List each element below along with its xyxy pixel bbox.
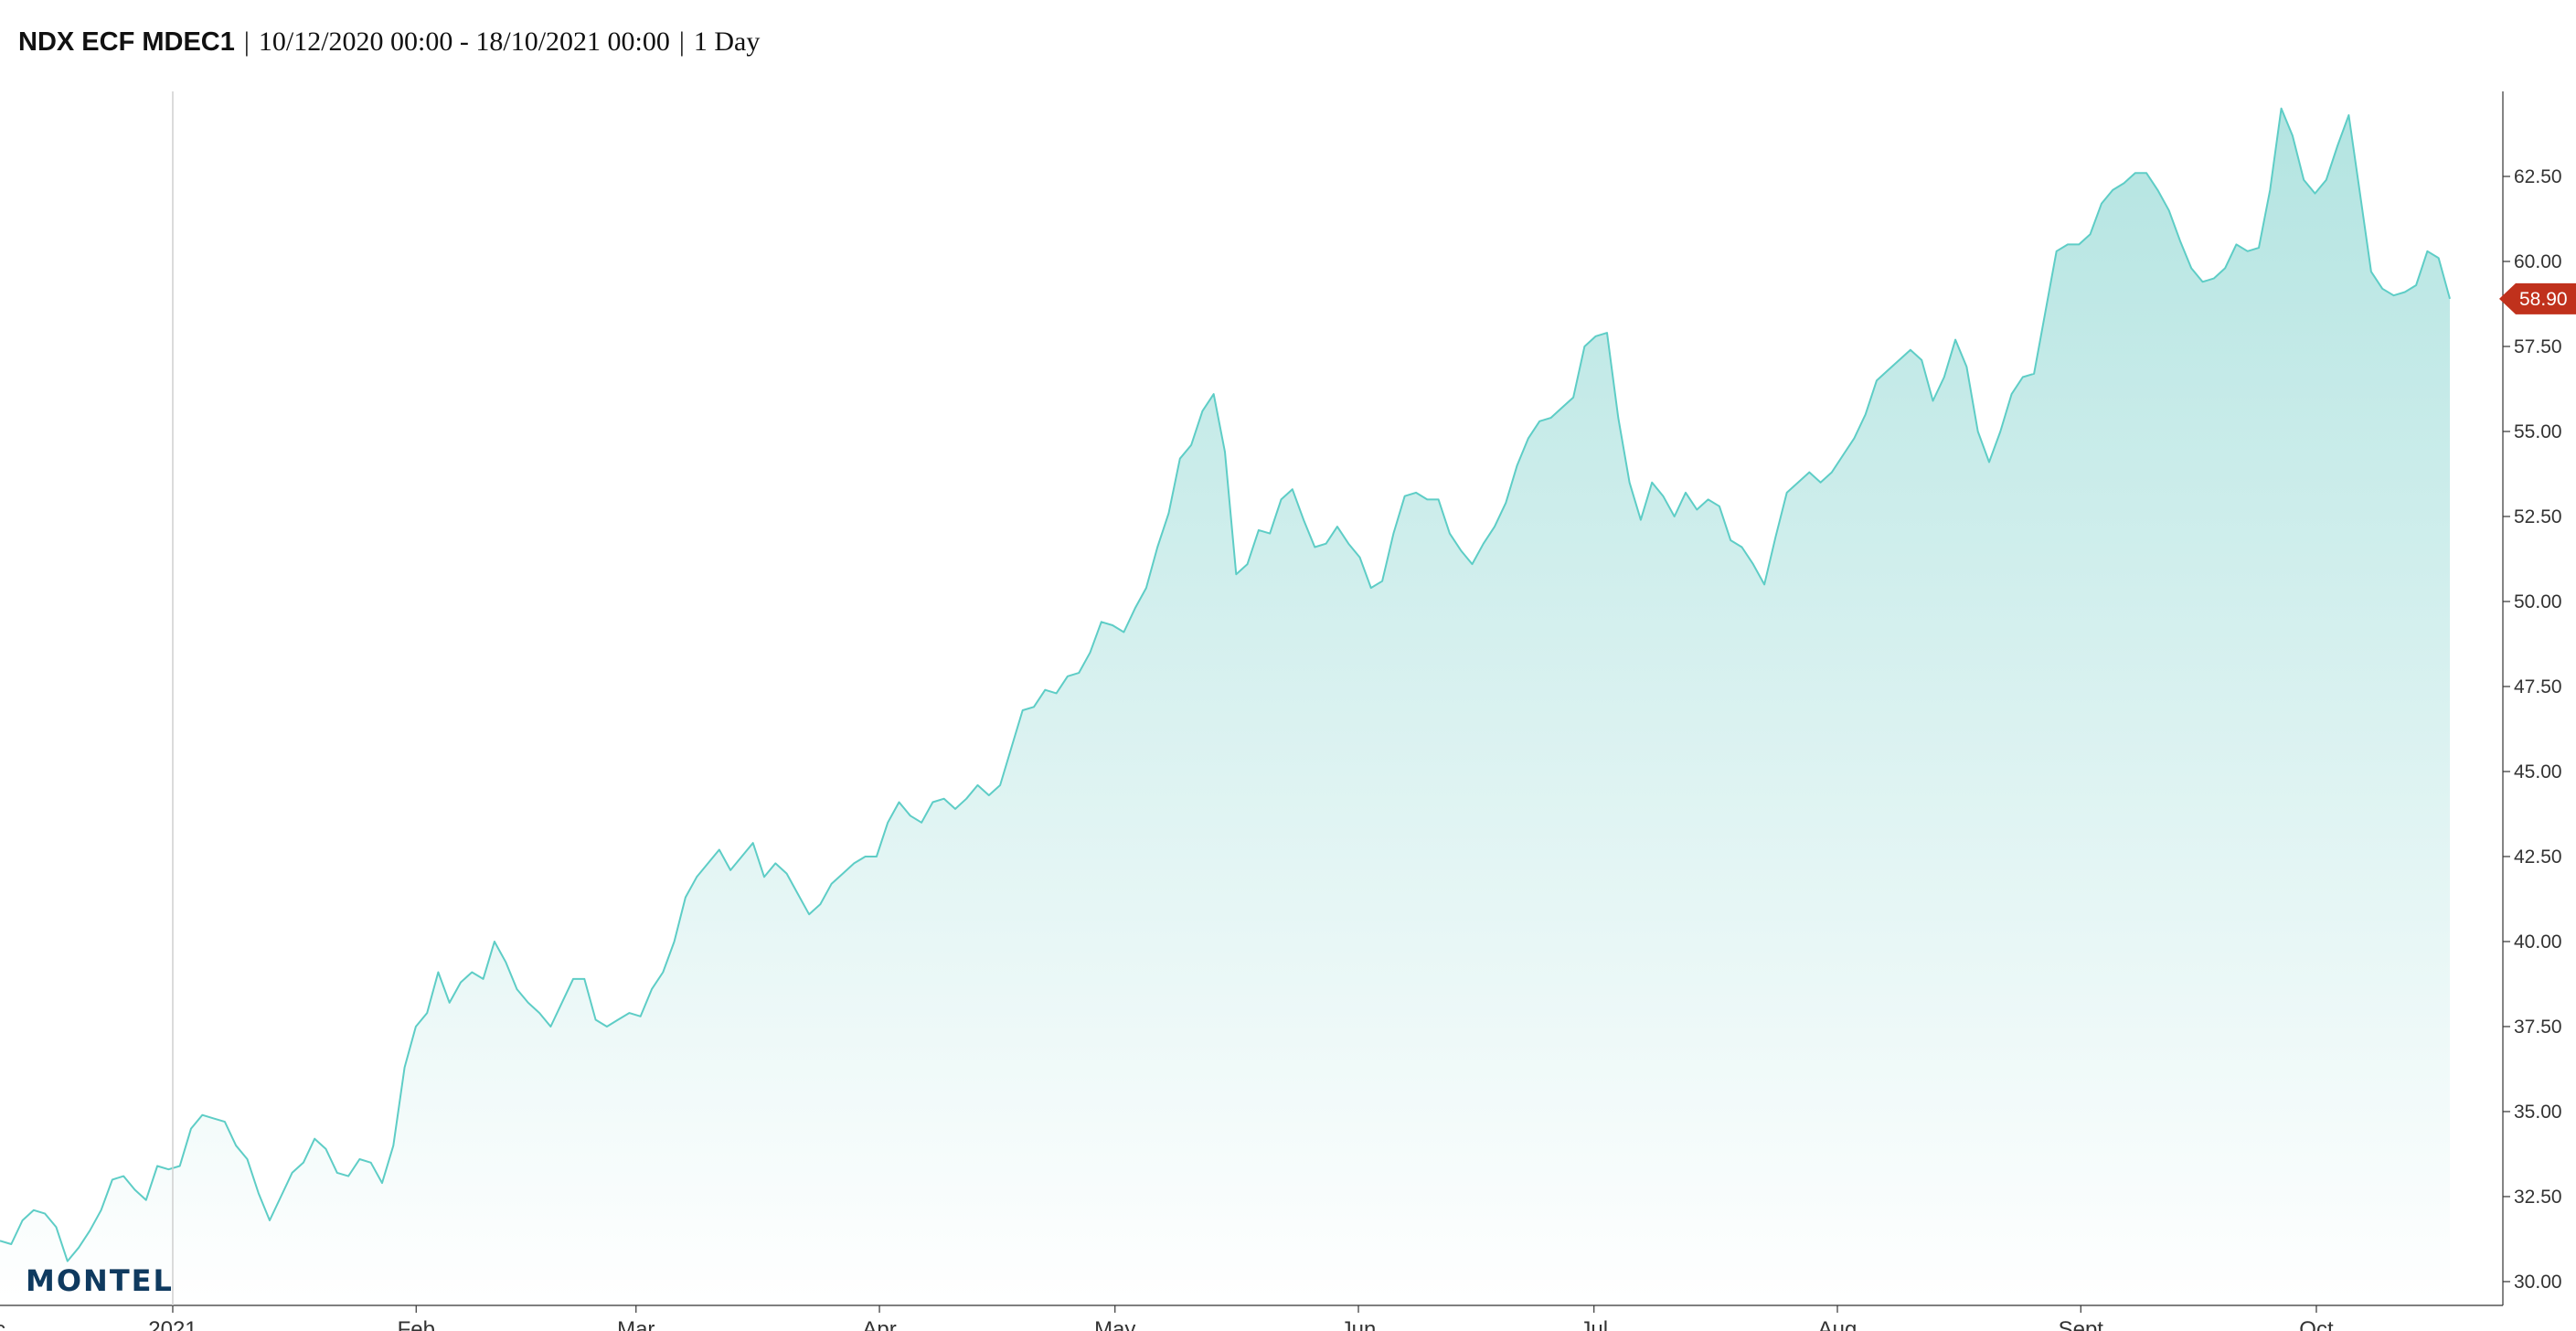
y-tick-label: 45.00 — [2514, 761, 2562, 783]
y-tick-label: 47.50 — [2514, 676, 2562, 697]
x-tick-label: May — [1094, 1317, 1135, 1331]
date-range: 10/12/2020 00:00 - 18/10/2021 00:00 — [258, 27, 670, 57]
x-tick-label: Sept — [2059, 1317, 2104, 1331]
y-tick-label: 50.00 — [2514, 591, 2562, 612]
x-tick-label: Jun — [1341, 1317, 1377, 1331]
x-tick-label: 2021 — [148, 1317, 197, 1331]
price-tag-shape — [2499, 282, 2576, 314]
header-separator-2: | — [678, 27, 685, 57]
x-tick-label: Feb — [398, 1317, 435, 1331]
y-tick-label: 42.50 — [2514, 847, 2562, 868]
series-line[interactable] — [0, 107, 2451, 1262]
x-tick-label: Mar — [617, 1317, 655, 1331]
x-tick-label: c — [0, 1317, 5, 1331]
price-tag-label: 58.90 — [2519, 289, 2568, 310]
interval-label: 1 Day — [693, 27, 761, 57]
header-separator-1: | — [243, 27, 250, 57]
x-tick-label: Apr — [862, 1317, 896, 1331]
x-tick-label: Oct — [2299, 1317, 2334, 1331]
y-tick-label: 37.50 — [2514, 1017, 2562, 1038]
area-fill — [0, 108, 2450, 1306]
x-tick-label: Jul — [1580, 1317, 1608, 1331]
last-price-tag: 58.90 — [2499, 282, 2576, 314]
y-tick-label: 40.00 — [2514, 932, 2562, 953]
x-tick-label: Aug — [1818, 1317, 1857, 1331]
instrument-symbol: NDX ECF MDEC1 — [18, 27, 235, 57]
chart-header: NDX ECF MDEC1 | 10/12/2020 00:00 - 18/10… — [18, 24, 760, 60]
montel-logo: MONTEL — [26, 1263, 174, 1298]
y-tick-label: 35.00 — [2514, 1102, 2562, 1123]
y-tick-label: 62.50 — [2514, 166, 2562, 187]
y-tick-label: 30.00 — [2514, 1272, 2562, 1293]
y-tick-label: 55.00 — [2514, 421, 2562, 442]
y-tick-label: 32.50 — [2514, 1187, 2562, 1208]
y-tick-label: 57.50 — [2514, 336, 2562, 357]
y-tick-label: 52.50 — [2514, 506, 2562, 527]
y-tick-label: 60.00 — [2514, 251, 2562, 272]
